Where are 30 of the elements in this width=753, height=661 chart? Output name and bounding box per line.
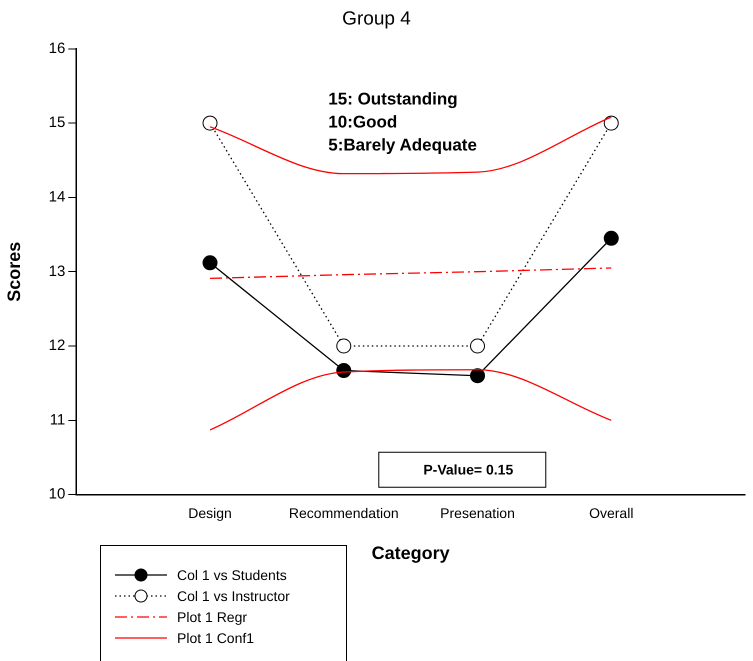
y-tick-label: 13 <box>48 262 66 280</box>
legend-label: Col 1 vs Students <box>177 566 287 582</box>
y-axis-title: Scores <box>4 242 24 302</box>
annotation: 10:Good <box>328 112 398 132</box>
point <box>336 338 352 354</box>
y-tick-label: 12 <box>48 337 66 354</box>
y-tick-label: 15 <box>48 114 66 132</box>
annotation: 15: Outstanding <box>328 89 458 108</box>
point <box>470 368 486 384</box>
x-axis-title: Category <box>372 543 450 564</box>
annotation: P-Value= 0.15 <box>423 462 514 478</box>
point <box>202 116 218 131</box>
x-tick-label: Presenation <box>440 504 515 521</box>
x-tick-label: Overall <box>589 504 634 521</box>
line-series <box>209 267 612 280</box>
legend-label: Col 1 vs Instructor <box>177 588 290 604</box>
y-tick-label: 16 <box>48 40 66 57</box>
chart-title: Group 4 <box>342 8 412 30</box>
point <box>604 116 619 131</box>
point <box>604 230 619 246</box>
x-tick-label: Recommendation <box>288 504 399 521</box>
annotation: 5:Barely Adequate <box>328 135 477 154</box>
y-tick-label: 14 <box>48 188 66 206</box>
point <box>202 255 218 270</box>
point <box>470 338 486 354</box>
x-tick-label: Design <box>188 504 232 521</box>
y-tick-label: 11 <box>50 411 66 428</box>
legend-label: Plot 1 Conf1 <box>177 630 254 646</box>
y-tick-label: 10 <box>48 486 66 503</box>
legend-label: Plot 1 Regr <box>177 608 248 624</box>
